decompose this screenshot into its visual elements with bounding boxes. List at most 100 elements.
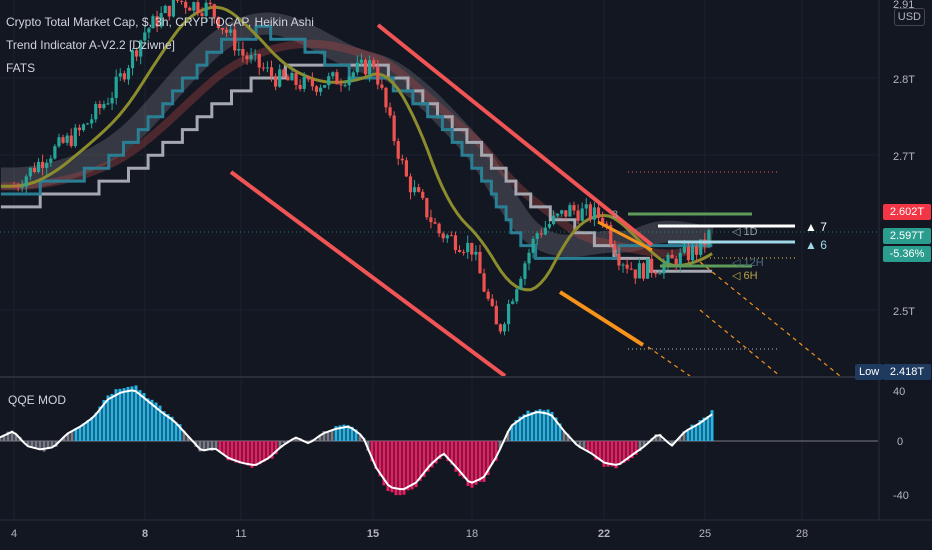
candle-body bbox=[130, 50, 135, 69]
candle-body bbox=[425, 198, 429, 218]
osc-bar bbox=[258, 441, 262, 465]
osc-bar bbox=[494, 441, 498, 461]
candle-body bbox=[151, 16, 155, 29]
candle-body bbox=[85, 123, 90, 125]
candle-body bbox=[77, 127, 81, 131]
candle-body bbox=[20, 186, 24, 188]
osc-bar bbox=[198, 441, 202, 452]
osc-bar bbox=[522, 414, 526, 441]
osc-bar bbox=[322, 431, 326, 441]
candle-body bbox=[69, 135, 73, 147]
candle-body bbox=[122, 73, 126, 80]
osc-bar bbox=[486, 441, 490, 476]
osc-bar bbox=[210, 441, 214, 451]
candle-body bbox=[220, 28, 225, 30]
timeframe-6h-label: ◁ 6H bbox=[732, 270, 758, 282]
candle-body bbox=[204, 2, 208, 16]
osc-bar bbox=[350, 426, 354, 441]
osc-bar bbox=[402, 441, 406, 495]
candle-body bbox=[695, 246, 699, 255]
osc-bar bbox=[314, 439, 318, 441]
x-tick: 8 bbox=[142, 528, 148, 540]
osc-bar bbox=[418, 441, 422, 481]
candle-body bbox=[470, 242, 474, 255]
candle-body bbox=[547, 224, 552, 228]
candle-body bbox=[412, 187, 417, 193]
osc-bar bbox=[82, 423, 86, 441]
osc-bar bbox=[38, 441, 42, 450]
candle-body bbox=[453, 235, 458, 251]
candle-body bbox=[135, 50, 139, 57]
candle-body bbox=[49, 158, 53, 163]
candle-body bbox=[482, 273, 486, 292]
osc-bar bbox=[154, 402, 158, 441]
osc-bar bbox=[422, 441, 426, 477]
candle-body bbox=[613, 244, 617, 255]
x-tick: 25 bbox=[699, 528, 711, 540]
indicator-trend-a[interactable]: Trend Indicator A-V2.2 [Dziwne] bbox=[6, 38, 175, 52]
projection-dashed bbox=[647, 346, 691, 376]
osc-bar bbox=[110, 393, 114, 441]
candle-body bbox=[474, 251, 478, 255]
candle-body bbox=[339, 84, 343, 86]
osc-bar bbox=[550, 411, 554, 441]
candle-body bbox=[290, 72, 294, 81]
currency-button[interactable]: USD bbox=[893, 8, 925, 26]
osc-bar bbox=[382, 441, 386, 486]
osc-bar bbox=[610, 441, 614, 467]
osc-bar bbox=[142, 392, 146, 441]
symbol-title[interactable]: Crypto Total Market Cap, $, 3h, CRYPTOCA… bbox=[6, 15, 314, 29]
osc-bar bbox=[234, 441, 238, 463]
osc-bar bbox=[530, 412, 534, 441]
osc-signal-line bbox=[0, 389, 713, 491]
candle-body bbox=[73, 127, 77, 147]
candle-body bbox=[699, 239, 703, 255]
osc-bar bbox=[330, 430, 334, 441]
osc-bar bbox=[638, 441, 642, 452]
candle-body bbox=[572, 205, 576, 211]
osc-bar bbox=[474, 441, 478, 485]
axes bbox=[0, 0, 932, 521]
candle-body bbox=[633, 269, 637, 279]
osc-bar bbox=[326, 432, 330, 441]
osc-bar bbox=[162, 411, 166, 441]
candle-body bbox=[462, 251, 466, 253]
candle-body bbox=[327, 76, 331, 86]
candle-body bbox=[261, 67, 265, 69]
candle-body bbox=[237, 49, 241, 51]
osc-bar bbox=[2, 434, 6, 441]
projection-dashed bbox=[699, 309, 781, 376]
candle-body bbox=[686, 246, 691, 261]
candle-body bbox=[457, 250, 462, 252]
candle-body bbox=[269, 67, 274, 77]
qqe-mod-panel bbox=[0, 385, 878, 496]
candle-body bbox=[576, 210, 580, 221]
osc-bar bbox=[318, 436, 322, 441]
indicator-fats[interactable]: FATS bbox=[6, 61, 36, 75]
step-line-teal bbox=[0, 24, 713, 260]
osc-bar bbox=[698, 420, 702, 441]
osc-bar bbox=[554, 417, 558, 441]
candle-body bbox=[441, 233, 445, 239]
osc-bar bbox=[182, 430, 186, 441]
osc-bar bbox=[278, 441, 282, 448]
osc-bar bbox=[238, 441, 242, 464]
candle-body bbox=[147, 28, 151, 33]
candle-body bbox=[249, 55, 253, 60]
osc-bar bbox=[594, 441, 598, 460]
osc-bar bbox=[14, 434, 18, 441]
candle-body bbox=[343, 85, 347, 87]
osc-bar bbox=[46, 441, 50, 448]
candle-body bbox=[179, 0, 184, 2]
osc-bar bbox=[466, 441, 470, 486]
osc-bar bbox=[658, 433, 662, 441]
osc-bar bbox=[254, 441, 258, 467]
osc-bar bbox=[538, 409, 542, 441]
candle-body bbox=[674, 258, 678, 267]
candle-body bbox=[384, 87, 388, 108]
candle-body bbox=[171, 0, 176, 17]
candle-body bbox=[163, 5, 167, 14]
candle-body bbox=[392, 115, 396, 142]
candle-body bbox=[494, 305, 498, 325]
